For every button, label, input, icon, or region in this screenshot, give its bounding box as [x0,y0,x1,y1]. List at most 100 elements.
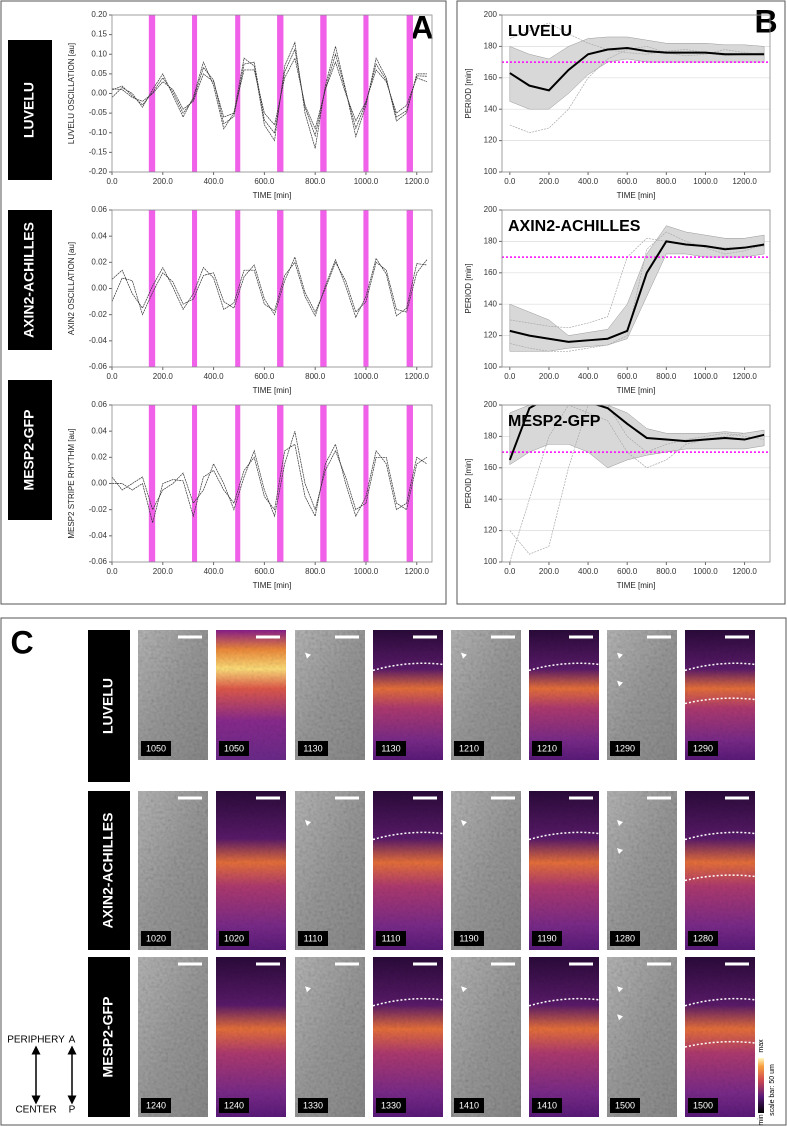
panel-label: A [410,9,433,45]
time-label: 1290 [693,743,713,753]
colorbar-min: min [758,1114,765,1125]
arrowhead [461,819,467,826]
x-tick-label: 800.0 [656,567,677,576]
trace [509,405,765,555]
stimulus-pulse [406,210,413,367]
y-axis-label: PEROID [min] [464,458,473,508]
row-label: MESP2-GFP [21,410,37,491]
time-label-box [532,741,562,756]
plot-area [502,210,770,367]
y-tick-label: 100 [484,362,498,371]
image-texture [138,957,208,1117]
image-texture [216,791,286,950]
y-axis-label: LUVELU OSCILLATION [au] [67,43,76,144]
colorbar-max: max [758,1039,765,1053]
x-tick-label: 1000.0 [693,177,718,186]
x-axis-label: TIME [min] [253,386,292,395]
x-tick-label: 400.0 [578,372,599,381]
trace [112,431,428,518]
stimulus-pulse [406,15,413,172]
row-label-box [88,791,130,950]
x-tick-label: 600.0 [617,177,638,186]
stimulus-pulse [363,405,369,562]
y-tick-label: -0.04 [89,531,108,540]
arrowhead [617,652,623,659]
boundary-line [528,997,600,1007]
x-tick-label: 200.0 [153,567,174,576]
time-label: 1050 [146,743,166,753]
y-tick-label: 120 [484,136,498,145]
time-label-box [454,1098,484,1113]
trace [509,405,765,562]
orientation-label: CENTER [15,1105,56,1116]
x-tick-label: 0.0 [106,177,118,186]
y-tick-label: -0.06 [89,557,108,566]
stimulus-pulse [406,405,413,562]
plot-frame [111,404,433,563]
boundary-line [372,831,444,841]
band [509,405,765,469]
time-label: 1130 [303,743,322,753]
time-label: 1330 [303,1100,323,1110]
x-tick-label: 400.0 [578,567,599,576]
x-tick-label: 200.0 [153,177,174,186]
x-tick-label: 600.0 [617,372,638,381]
image-texture [373,630,443,760]
row-label-box [8,380,52,520]
time-label-box [298,741,328,756]
chart-title: AXIN2-ACHILLES [508,218,641,235]
x-tick-label: 800.0 [305,177,326,186]
y-tick-label: 140 [484,494,498,503]
time-label-box [610,741,640,756]
panel-b-frame [456,0,786,605]
y-tick-label: 0.00 [91,479,107,488]
row-label-box [88,630,130,782]
y-tick-label: -0.06 [89,362,108,371]
trace [509,231,765,352]
x-tick-label: 400.0 [204,567,225,576]
x-tick-label: 400.0 [204,177,225,186]
scale-bar-note: scale bar: 50 um [769,1064,776,1116]
y-tick-label: 0.00 [91,89,107,98]
y-tick-label: 0.02 [91,452,107,461]
x-axis-label: TIME [min] [617,386,656,395]
y-axis-label: PERIOD [min] [464,263,473,313]
time-label: 1190 [537,933,556,943]
stimulus-pulse [320,210,327,367]
chart-title: MESP2-GFP [508,413,601,430]
row-label-box [8,210,52,350]
y-tick-label: 180 [484,432,498,441]
y-tick-label: 180 [484,237,498,246]
y-tick-label: -0.02 [89,505,108,514]
time-label-box [376,741,406,756]
band [509,225,765,352]
x-tick-label: 1200.0 [732,177,757,186]
plot-area [112,210,428,367]
x-tick-label: 1000.0 [354,177,379,186]
y-tick-label: -0.15 [89,147,108,156]
time-label: 1190 [459,933,478,943]
row-label: LUVELU [100,678,116,734]
plot-area [502,405,770,562]
y-tick-label: 0.20 [91,10,107,19]
time-label-box [688,741,718,756]
x-tick-label: 600.0 [617,567,638,576]
x-tick-label: 200.0 [539,567,560,576]
orientation-label: A [69,1035,76,1046]
stimulus-pulse [148,405,156,562]
y-tick-label: 100 [484,167,498,176]
x-tick-label: 0.0 [106,567,118,576]
arrowhead [305,819,311,826]
stimulus-pulse [277,405,284,562]
mean-line [508,405,765,461]
x-axis-label: TIME [min] [617,191,656,200]
image-texture [373,791,443,950]
y-tick-label: 0.06 [91,205,107,214]
stimulus-pulse [235,405,241,562]
time-label-box [610,931,640,946]
arrowhead [617,986,623,993]
time-label: 1280 [693,933,713,943]
x-axis-label: TIME [min] [617,581,656,590]
x-tick-label: 1200.0 [732,567,757,576]
